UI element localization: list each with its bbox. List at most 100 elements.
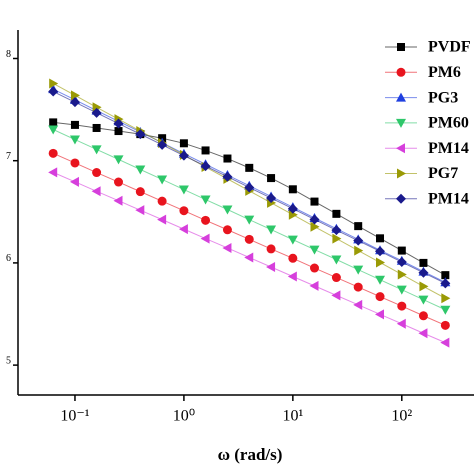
legend-label: PVDF <box>428 39 471 56</box>
marker <box>244 182 255 193</box>
marker <box>396 257 407 268</box>
marker <box>157 139 168 150</box>
marker <box>223 154 232 163</box>
marker <box>114 177 124 187</box>
marker <box>397 301 407 311</box>
marker <box>178 150 189 161</box>
marker <box>331 290 341 301</box>
marker <box>266 193 277 204</box>
x-axis-title: ω (rad/s) <box>218 445 283 464</box>
marker <box>354 245 364 256</box>
y-tick-label: 8 <box>6 49 11 60</box>
marker <box>396 118 406 128</box>
marker <box>92 168 102 178</box>
marker <box>331 255 342 265</box>
marker <box>135 165 146 175</box>
marker <box>70 120 79 129</box>
marker <box>222 171 233 182</box>
marker <box>49 78 59 89</box>
marker <box>287 203 298 214</box>
marker <box>222 242 232 253</box>
marker <box>266 261 276 272</box>
marker <box>200 161 211 172</box>
marker <box>397 43 405 51</box>
marker <box>48 86 59 97</box>
marker <box>375 246 386 257</box>
marker <box>353 299 363 310</box>
marker <box>376 257 386 268</box>
marker <box>157 214 167 225</box>
marker <box>244 215 255 225</box>
marker <box>179 139 188 148</box>
marker <box>332 233 342 244</box>
marker <box>354 222 363 231</box>
marker <box>418 311 428 321</box>
marker <box>222 225 232 235</box>
marker <box>157 175 168 185</box>
legend-label: PG7 <box>428 165 458 182</box>
marker <box>396 318 406 329</box>
marker <box>419 281 429 292</box>
marker <box>353 265 364 275</box>
marker <box>244 252 254 263</box>
legend-label: PM14 <box>428 190 469 207</box>
marker <box>69 97 80 108</box>
marker <box>418 267 429 278</box>
marker <box>113 195 123 206</box>
legend-label: PM6 <box>428 64 461 81</box>
marker <box>288 185 297 194</box>
y-tick-label: 6 <box>6 253 11 264</box>
marker <box>70 158 80 168</box>
marker <box>222 205 233 215</box>
marker <box>396 143 405 154</box>
marker <box>135 205 145 216</box>
x-tick-label: 10¹ <box>282 408 303 425</box>
legend-label: PM60 <box>428 115 469 132</box>
marker <box>113 118 124 129</box>
marker <box>441 271 450 280</box>
marker <box>48 148 58 158</box>
marker <box>440 337 450 348</box>
marker <box>309 245 320 255</box>
marker <box>353 282 363 292</box>
marker <box>69 176 79 187</box>
marker <box>419 258 428 267</box>
marker <box>397 269 407 280</box>
legend-label: PM14 <box>428 140 469 157</box>
marker <box>418 295 429 305</box>
marker <box>353 235 364 246</box>
marker <box>135 129 146 140</box>
marker <box>375 292 385 302</box>
marker <box>91 107 102 118</box>
marker <box>245 163 254 172</box>
marker <box>91 145 102 155</box>
marker <box>396 285 407 295</box>
marker <box>440 305 451 315</box>
marker <box>440 320 450 330</box>
marker <box>113 155 124 165</box>
marker <box>376 234 385 243</box>
marker <box>332 209 341 218</box>
legend-label: PG3 <box>428 89 458 106</box>
marker <box>157 196 167 206</box>
marker <box>92 123 101 132</box>
marker <box>49 118 58 127</box>
marker <box>178 185 189 195</box>
marker <box>91 186 101 197</box>
marker <box>69 135 80 145</box>
y-tick-label: 5 <box>6 355 11 366</box>
marker <box>309 214 320 225</box>
marker <box>135 187 145 197</box>
marker <box>375 309 385 320</box>
marker <box>375 275 386 285</box>
marker <box>179 206 189 216</box>
marker <box>70 90 80 101</box>
marker <box>200 195 211 205</box>
marker <box>287 271 297 282</box>
marker <box>309 263 319 273</box>
marker <box>287 235 298 245</box>
marker <box>397 246 406 255</box>
x-tick-label: 10⁻¹ <box>60 408 89 425</box>
marker <box>201 215 211 225</box>
